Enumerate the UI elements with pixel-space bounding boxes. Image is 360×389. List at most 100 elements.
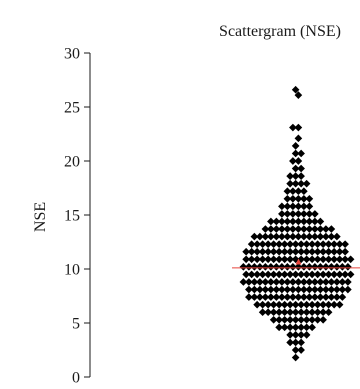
data-point <box>338 293 347 301</box>
data-point <box>253 247 261 256</box>
data-point <box>258 300 267 309</box>
data-point <box>283 263 292 271</box>
data-point <box>319 270 327 279</box>
y-tick-label: 30 <box>64 46 80 63</box>
data-point <box>264 300 272 309</box>
data-point <box>286 323 294 332</box>
data-point <box>308 315 316 324</box>
data-point <box>253 240 261 248</box>
data-point <box>316 217 325 226</box>
data-point <box>294 293 303 301</box>
data-point <box>294 134 303 143</box>
data-point <box>275 300 283 309</box>
data-point <box>319 255 327 264</box>
data-point <box>297 149 305 158</box>
data-point <box>267 278 275 286</box>
data-point <box>305 194 314 203</box>
data-point <box>278 293 286 301</box>
data-point <box>297 172 305 180</box>
data-point <box>291 353 300 362</box>
y-axis: 0 5 10 15 20 25 30 <box>64 46 91 387</box>
data-point <box>300 232 308 241</box>
data-point <box>327 278 336 286</box>
data-point <box>344 285 352 294</box>
data-point <box>269 315 278 324</box>
data-point <box>272 293 281 301</box>
data-point <box>286 331 294 339</box>
data-point <box>305 202 314 211</box>
data-point <box>272 278 281 286</box>
data-point <box>316 285 325 294</box>
data-point <box>272 232 281 241</box>
data-point <box>333 285 341 294</box>
data-point <box>327 293 336 301</box>
data-point <box>311 232 319 241</box>
data-point <box>344 278 352 286</box>
data-point <box>286 338 294 347</box>
data-point <box>308 270 316 279</box>
data-point <box>341 270 349 279</box>
data-point <box>245 293 253 301</box>
data-point <box>283 285 292 294</box>
data-point <box>247 247 256 256</box>
data-point <box>297 270 305 279</box>
data-point <box>247 240 256 248</box>
data-point <box>264 270 272 279</box>
data-point <box>322 232 330 241</box>
data-point <box>311 210 319 218</box>
data-point <box>294 91 303 99</box>
data-point <box>300 263 308 271</box>
data-point <box>322 293 330 301</box>
data-point <box>300 278 308 286</box>
data-point <box>267 263 275 271</box>
data-point <box>291 142 300 150</box>
data-point <box>242 270 250 279</box>
data-point <box>280 308 289 317</box>
data-point <box>245 285 253 294</box>
data-point <box>261 285 270 294</box>
data-point <box>319 315 327 324</box>
data-point <box>313 300 322 309</box>
mean-indicator <box>232 258 360 269</box>
data-point <box>291 85 300 94</box>
data-point <box>280 300 289 309</box>
data-point <box>278 278 286 286</box>
data-point <box>289 263 297 271</box>
data-point <box>275 308 283 317</box>
data-point <box>239 263 248 271</box>
data-point <box>294 285 303 294</box>
data-point <box>302 315 311 324</box>
data-point <box>302 255 311 264</box>
data-point <box>280 255 289 264</box>
data-point <box>316 263 325 271</box>
data-point <box>278 285 286 294</box>
data-point <box>313 255 322 264</box>
data-point <box>322 278 330 286</box>
data-point <box>283 187 292 196</box>
data-point <box>250 285 259 294</box>
y-tick-label: 5 <box>72 316 80 333</box>
data-point <box>291 270 300 279</box>
data-point <box>305 285 314 294</box>
data-point <box>330 270 338 279</box>
data-point <box>308 323 316 332</box>
data-point <box>291 323 300 332</box>
data-point <box>305 232 314 241</box>
data-point <box>289 285 297 294</box>
data-point <box>280 270 289 279</box>
data-point <box>261 278 270 286</box>
data-point <box>264 255 272 264</box>
data-point <box>247 270 256 279</box>
data-point <box>316 278 325 286</box>
data-point <box>297 323 305 332</box>
data-point <box>256 278 264 286</box>
data-point <box>250 263 259 271</box>
data-point <box>338 285 347 294</box>
data-point <box>330 255 338 264</box>
data-point <box>308 308 316 317</box>
data-point <box>289 278 297 286</box>
data-point <box>297 315 305 324</box>
y-tick-label: 10 <box>64 262 80 279</box>
data-point <box>305 278 314 286</box>
